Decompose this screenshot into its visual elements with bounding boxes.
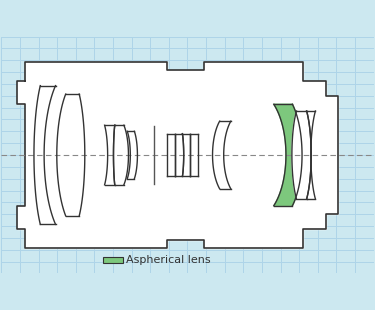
Polygon shape [16, 62, 338, 248]
FancyBboxPatch shape [103, 257, 123, 264]
Text: Aspherical lens: Aspherical lens [126, 255, 211, 265]
Polygon shape [175, 134, 184, 176]
Polygon shape [274, 104, 302, 206]
Polygon shape [57, 94, 85, 216]
Polygon shape [307, 111, 315, 199]
Polygon shape [292, 111, 311, 199]
Polygon shape [105, 125, 115, 185]
Polygon shape [213, 121, 231, 189]
Polygon shape [190, 134, 198, 176]
Polygon shape [127, 131, 137, 179]
Polygon shape [34, 86, 56, 224]
Polygon shape [167, 134, 175, 176]
Polygon shape [182, 134, 190, 176]
Polygon shape [114, 125, 129, 185]
